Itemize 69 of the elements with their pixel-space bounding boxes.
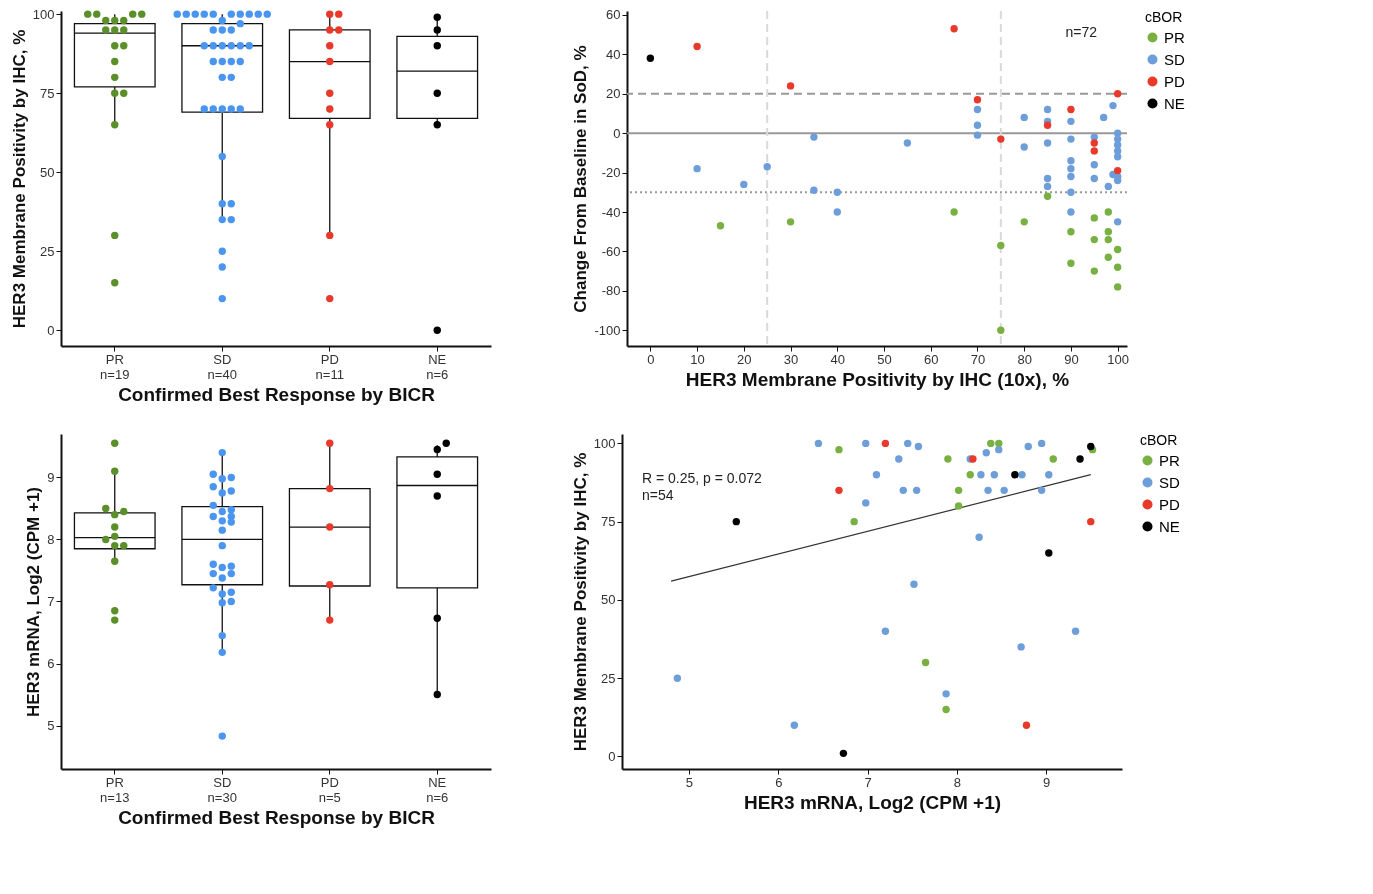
x-tick-label: 9 [1042,774,1051,790]
x-tick-label: 40 [830,351,846,367]
y-tick-label: -80 [601,283,621,299]
y-tick-label: 6 [47,656,55,672]
x-tick-label: 70 [970,351,986,367]
y-tick-label: 9 [47,469,55,485]
x-tick-label: 10 [690,351,705,367]
x-tick-label: 60 [924,351,939,367]
y-tick-label: 40 [606,46,621,62]
x-tick-label: PR n=13 [100,774,130,805]
x-tick-label: NE n=6 [426,774,449,805]
y-tick-label: -20 [601,165,621,181]
y-tick-label: 60 [606,7,621,23]
x-tick-label: PD n=11 [315,351,344,382]
legend-label: SD [1159,473,1180,491]
legend-label: PD [1164,72,1185,90]
x-tick-label: NE n=6 [426,351,449,382]
y-tick-label: 0 [613,125,621,141]
y-tick-label: 100 [593,435,616,451]
x-tick-label: 5 [685,774,694,790]
x-tick-label: 0 [647,351,655,367]
x-tick-label: 20 [737,351,752,367]
y-tick-label: 100 [32,6,55,22]
y-tick-label: -40 [601,204,621,220]
x-tick-label: SD n=40 [207,351,237,382]
x-tick-label: 90 [1064,351,1079,367]
x-tick-label: 6 [775,774,783,790]
x-tick-label: 8 [953,774,961,790]
x-tick-label: 7 [864,774,872,790]
y-axis-title: HER3 Membrane Positivity by IHC, % [570,452,590,752]
y-tick-label: 0 [608,748,616,764]
annotation: n=72 [1065,24,1098,40]
y-tick-label: 0 [47,322,55,338]
y-axis-title: HER3 Membrane Positivity by IHC, % [9,29,29,329]
legend-label: PR [1164,28,1185,46]
legend-label: PR [1159,451,1180,469]
x-axis-title: HER3 mRNA, Log2 (CPM +1) [743,791,1002,813]
y-tick-label: 75 [40,85,55,101]
y-tick-label: 50 [601,592,616,608]
x-tick-label: 100 [1107,351,1130,367]
y-tick-label: 8 [47,531,55,547]
y-tick-label: 20 [606,86,621,102]
legend-label: PD [1159,495,1180,513]
annotation: n=54 [642,487,674,503]
y-tick-label: 5 [47,718,55,734]
y-tick-label: 7 [47,594,55,609]
y-tick-label: -100 [594,322,621,338]
legend-title: cBOR [1140,432,1178,448]
x-axis-title: HER3 Membrane Positivity by IHC (10x), % [685,368,1070,390]
y-tick-label: -60 [601,243,621,259]
legend-label: NE [1164,94,1185,112]
legend-label: NE [1159,517,1180,535]
x-axis-title: Confirmed Best Response by BICR [118,806,436,828]
y-axis-title: HER3 mRNA, Log2 (CPM +1) [24,487,44,717]
annotation: R = 0.25, p = 0.072 [642,470,763,486]
legend-title: cBOR [1145,9,1183,25]
x-tick-label: SD n=30 [207,774,237,805]
x-tick-label: PD n=5 [318,774,341,805]
y-tick-label: 25 [40,243,55,259]
x-tick-label: 50 [877,351,892,367]
y-tick-label: 50 [40,164,55,180]
y-tick-label: 25 [601,670,616,686]
y-axis-title: Change From Baseline in SoD, % [571,45,591,313]
legend-label: SD [1164,50,1185,68]
y-tick-label: 75 [601,514,616,530]
x-tick-label: PR n=19 [100,351,130,382]
x-axis-title: Confirmed Best Response by BICR [118,383,436,405]
x-tick-label: 80 [1017,351,1032,367]
x-tick-label: 30 [783,351,799,367]
